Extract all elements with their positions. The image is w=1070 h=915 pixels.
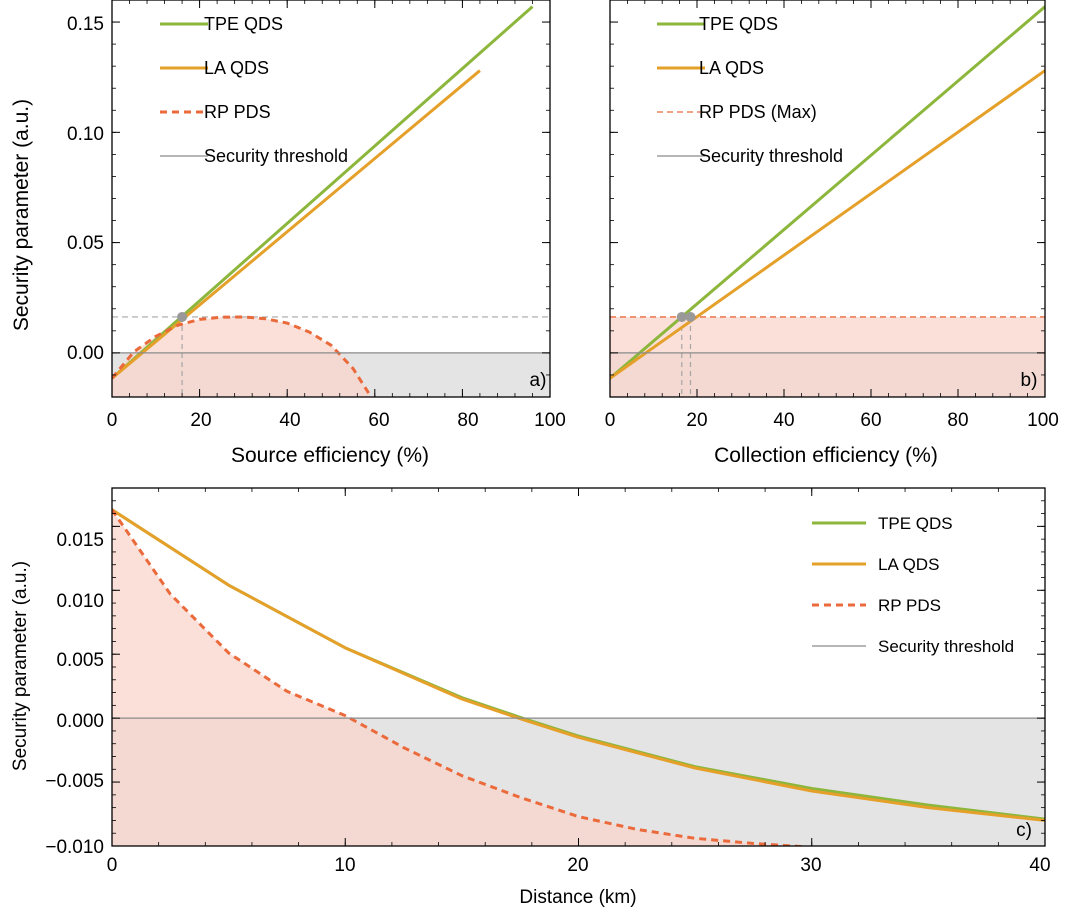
panel-a-xtick: 60 bbox=[368, 410, 389, 431]
panel-c-xlabel: Distance (km) bbox=[519, 887, 636, 908]
panel-a-ytick: 0.10 bbox=[67, 124, 104, 145]
panel-c-ylabel: Security parameter (a.u.) bbox=[10, 561, 31, 771]
la-series-line bbox=[610, 69, 1045, 380]
tpe-series-line bbox=[112, 5, 534, 380]
panel-a-xlabel: Source efficiency (%) bbox=[231, 444, 429, 467]
panel-c-ytick: 0.005 bbox=[56, 650, 104, 671]
legend-label-tpe: TPE QDS bbox=[699, 14, 778, 34]
panel-b: TPE QDS LA QDS RP PDS (Max) Security thresh… bbox=[605, 0, 1059, 467]
legend-label-tpe: TPE QDS bbox=[204, 14, 283, 34]
legend-label-tpe: TPE QDS bbox=[878, 514, 953, 533]
panel-a-xtick: 40 bbox=[279, 410, 300, 431]
la-series-line bbox=[112, 508, 1045, 822]
legend-label-threshold: Security threshold bbox=[204, 146, 348, 166]
panel-b-xtick: 40 bbox=[773, 410, 794, 431]
panel-c-ytick: 0.010 bbox=[56, 591, 104, 612]
panel-c-ytick: 0.015 bbox=[56, 530, 104, 551]
panel-b-xtick: 20 bbox=[686, 410, 707, 431]
legend-label-rp: RP PDS bbox=[878, 596, 941, 615]
threshold-marker bbox=[676, 311, 687, 322]
rp-series-line bbox=[112, 508, 812, 846]
panel-a-xtick: 100 bbox=[534, 410, 566, 431]
panel-c-xtick: 20 bbox=[567, 855, 588, 876]
panel-c-xtick: 0 bbox=[107, 855, 118, 876]
panel-c-ytick: −0.005 bbox=[45, 771, 104, 792]
panel-c-xtick: 40 bbox=[1029, 855, 1050, 876]
legend-label-rp: RP PDS (Max) bbox=[699, 102, 817, 122]
panel-a-ytick: 0.00 bbox=[67, 343, 104, 364]
panel-c-ytick: −0.010 bbox=[45, 837, 104, 858]
panel-c-tag: c) bbox=[1016, 820, 1032, 841]
legend-label-la: LA QDS bbox=[878, 555, 939, 574]
threshold-marker bbox=[685, 311, 696, 322]
legend-label-la: LA QDS bbox=[204, 58, 269, 78]
legend-label-la: LA QDS bbox=[699, 58, 764, 78]
la-series-line bbox=[112, 69, 481, 380]
rp-shaded-region bbox=[112, 509, 812, 846]
panel-b-xtick: 80 bbox=[947, 410, 968, 431]
rp-shaded-region bbox=[112, 316, 371, 397]
panel-c-xtick: 30 bbox=[800, 855, 821, 876]
panel-a-ytick: 0.05 bbox=[67, 233, 104, 254]
panel-a-xtick: 0 bbox=[107, 410, 118, 431]
legend-label-rp: RP PDS bbox=[204, 102, 271, 122]
legend-label-threshold: Security threshold bbox=[699, 146, 843, 166]
panel-b-xtick: 0 bbox=[605, 410, 616, 431]
panel-b-xtick: 60 bbox=[860, 410, 881, 431]
panel-a-tag: a) bbox=[530, 370, 547, 391]
panel-a-xtick: 80 bbox=[457, 410, 478, 431]
threshold-marker bbox=[177, 311, 188, 322]
panel-b-xtick: 100 bbox=[1027, 410, 1059, 431]
panel-c-xtick: 10 bbox=[334, 855, 355, 876]
panel-a-ylabel: Security parameter (a.u.) bbox=[10, 99, 33, 331]
rp-series-line bbox=[112, 315, 372, 397]
panel-a-ytick: 0.15 bbox=[67, 14, 104, 35]
panel-c-ytick: 0.000 bbox=[56, 711, 104, 732]
panel-a-xtick: 20 bbox=[190, 410, 211, 431]
legend-label-threshold: Security threshold bbox=[878, 637, 1014, 656]
rp-shaded-region bbox=[610, 316, 1045, 397]
panel-b-xlabel: Collection efficiency (%) bbox=[714, 444, 938, 467]
panel-b-tag: b) bbox=[1021, 370, 1038, 391]
